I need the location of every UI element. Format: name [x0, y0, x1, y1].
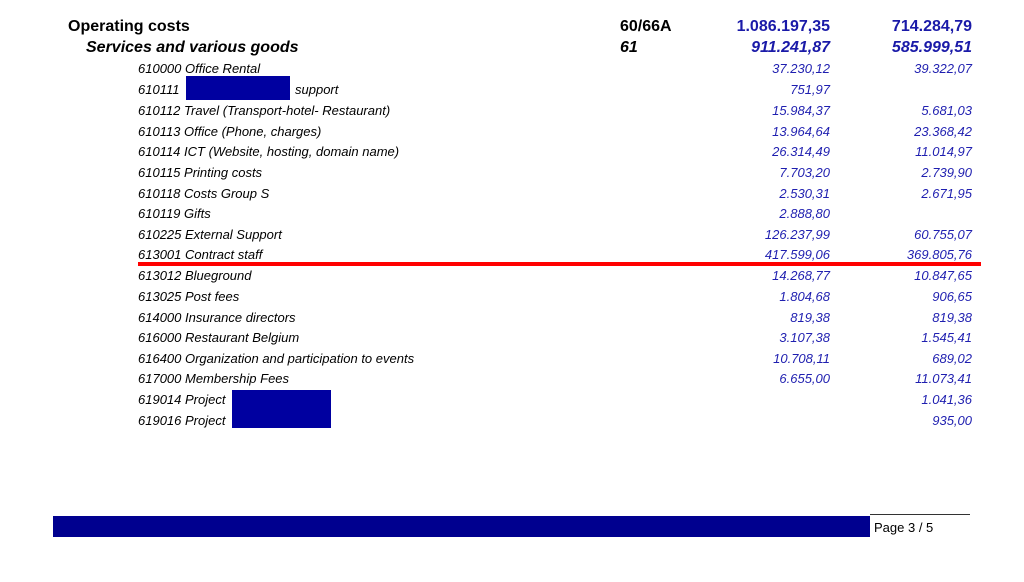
line-item-amount-1: 3.107,38: [779, 330, 830, 345]
line-item: 617000 Membership Fees 6.655,00 11.073,4…: [0, 371, 1024, 391]
header-label: Operating costs: [68, 18, 190, 35]
header-amount-1: 1.086.197,35: [736, 18, 830, 35]
line-item-label: 617000 Membership Fees: [138, 371, 290, 386]
line-item-label: 610112 Travel (Transport-hotel- Restaura…: [138, 103, 391, 118]
line-item: 610112 Travel (Transport-hotel- Restaura…: [0, 103, 1024, 123]
line-item-amount-1: 13.964,64: [772, 124, 830, 139]
line-item-label: 616400 Organization and participation to…: [138, 351, 415, 366]
line-item-amount-1: 15.984,37: [772, 103, 830, 118]
line-item-label: 610000 Office Rental: [138, 61, 261, 76]
line-item-label: 619014 Project: [138, 392, 226, 407]
line-item-amount-2: 5.681,03: [921, 103, 972, 118]
line-item-amount-2: 11.073,41: [915, 371, 972, 386]
line-item-amount-1: 7.703,20: [779, 165, 830, 180]
line-item-amount-1: 126.237,99: [764, 227, 830, 242]
line-item: 613012 Blueground 14.268,77 10.847,65: [0, 268, 1024, 288]
header-code: 60/66A: [620, 18, 672, 35]
header-amount-2: 714.284,79: [891, 18, 972, 35]
line-item: 610000 Office Rental 37.230,12 39.322,07: [0, 61, 1024, 81]
line-item-label: 613012 Blueground: [138, 268, 252, 283]
line-item: 610111 support 751,97: [0, 76, 1024, 102]
line-item-amount-2: 39.322,07: [914, 61, 972, 76]
line-item-label: 610111: [138, 82, 180, 97]
line-item-amount-2: 1.041,36: [921, 392, 972, 407]
line-item-amount-2: 2.739,90: [921, 165, 972, 180]
line-item: 613025 Post fees 1.804,68 906,65: [0, 289, 1024, 309]
subheader-label: Services and various goods: [86, 39, 299, 56]
line-item-amount-2: 2.671,95: [921, 186, 972, 201]
line-item-label: 613001 Contract staff: [138, 247, 263, 262]
line-item-amount-1: 751,97: [790, 82, 830, 97]
line-item-label-suffix: support: [295, 82, 339, 97]
subheader-amount-1: 911.241,87: [751, 39, 830, 56]
line-item: 610225 External Support 126.237,99 60.75…: [0, 227, 1024, 247]
line-item: 614000 Insurance directors 819,38 819,38: [0, 310, 1024, 330]
line-item-label: 610119 Gifts: [138, 206, 211, 221]
redaction-block: [232, 409, 331, 428]
line-item: 619014 Project 1.041,36: [0, 390, 1024, 412]
page-number: Page 3 / 5: [874, 520, 934, 535]
line-item: 610118 Costs Group S 2.530,31 2.671,95: [0, 186, 1024, 206]
line-item-label: 619016 Project: [138, 413, 226, 428]
line-item-amount-2: 906,65: [932, 289, 972, 304]
line-item-amount-1: 819,38: [790, 310, 830, 325]
line-item-label: 610114 ICT (Website, hosting, domain nam…: [138, 144, 400, 159]
line-item-amount-1: 417.599,06: [764, 247, 830, 262]
line-item-amount-1: 26.314,49: [772, 144, 830, 159]
line-item: 610114 ICT (Website, hosting, domain nam…: [0, 144, 1024, 164]
line-item-label: 610113 Office (Phone, charges): [138, 124, 322, 139]
line-item-amount-2: 935,00: [932, 413, 972, 428]
line-item-label: 610115 Printing costs: [138, 165, 263, 180]
line-item-amount-1: 2.888,80: [779, 206, 830, 221]
footer-redaction-bar: [53, 516, 870, 537]
line-item-amount-1: 6.655,00: [779, 371, 830, 386]
line-item-amount-1: 2.530,31: [779, 186, 830, 201]
line-item-label: 610118 Costs Group S: [138, 186, 270, 201]
line-item: 616400 Organization and participation to…: [0, 351, 1024, 371]
line-item-label: 610225 External Support: [138, 227, 282, 242]
line-item: 619016 Project 935,00: [0, 409, 1024, 433]
subheader-code: 61: [620, 39, 638, 56]
line-item: 616000 Restaurant Belgium 3.107,38 1.545…: [0, 330, 1024, 350]
highlight-separator-line: [138, 262, 981, 266]
header-row: Operating costs 60/66A 1.086.197,35 714.…: [0, 18, 1024, 38]
line-item-amount-1: 14.268,77: [772, 268, 830, 283]
subheader-amount-2: 585.999,51: [891, 39, 972, 56]
line-item-amount-2: 11.014,97: [915, 144, 972, 159]
redaction-block: [232, 390, 331, 409]
line-item-label: 613025 Post fees: [138, 289, 240, 304]
line-item: 610119 Gifts 2.888,80: [0, 206, 1024, 226]
line-item-amount-2: 819,38: [932, 310, 972, 325]
footer-rule: [870, 514, 970, 515]
line-item-amount-1: 37.230,12: [772, 61, 830, 76]
line-item-amount-2: 1.545,41: [921, 330, 972, 345]
line-item-amount-2: 60.755,07: [914, 227, 972, 242]
line-item-amount-2: 10.847,65: [914, 268, 972, 283]
line-item-amount-2: 689,02: [932, 351, 972, 366]
line-item-label: 616000 Restaurant Belgium: [138, 330, 300, 345]
line-item: 610113 Office (Phone, charges) 13.964,64…: [0, 124, 1024, 144]
line-item-amount-2: 23.368,42: [914, 124, 972, 139]
line-item-amount-2: 369.805,76: [906, 247, 972, 262]
line-item-amount-1: 1.804,68: [779, 289, 830, 304]
line-item-label: 614000 Insurance directors: [138, 310, 296, 325]
line-item-amount-1: 10.708,11: [773, 351, 830, 366]
line-item: 613001 Contract staff 417.599,06 369.805…: [0, 247, 1024, 267]
subheader-row: Services and various goods 61 911.241,87…: [0, 39, 1024, 59]
redaction-block: [186, 76, 290, 100]
line-item: 610115 Printing costs 7.703,20 2.739,90: [0, 165, 1024, 185]
